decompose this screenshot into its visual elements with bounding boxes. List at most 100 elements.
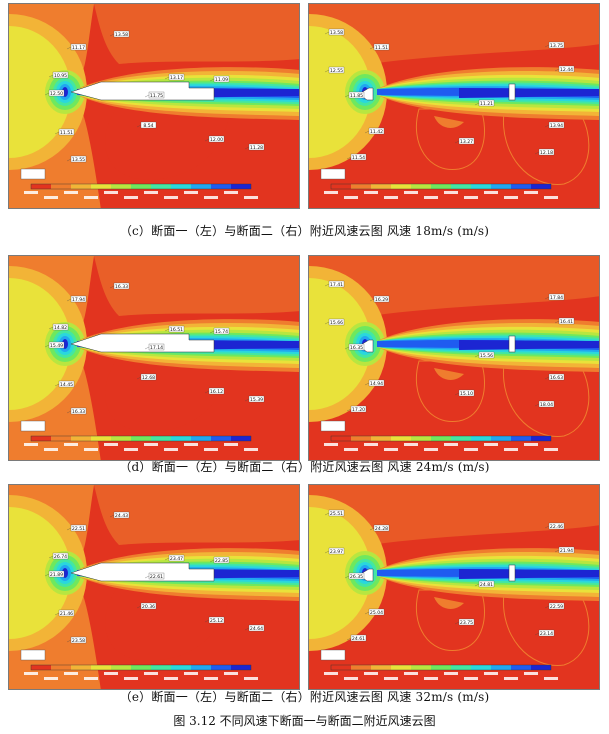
colorbar-tick <box>44 677 58 680</box>
colorbar-segment <box>151 184 171 189</box>
contour-value-tag: 13.58 <box>324 28 345 36</box>
contour-value-tag: 12.50 <box>44 89 65 97</box>
contour-value-tag: 24.81 <box>474 580 495 588</box>
colorbar-segment <box>451 436 471 441</box>
contour-value-label: 25.04 <box>370 610 383 616</box>
contour-value-label: 13.17 <box>170 75 183 81</box>
colorbar-segment <box>71 184 91 189</box>
contour-value-tag: 11.21 <box>474 99 495 107</box>
contour-value-label: 15.56 <box>480 353 493 359</box>
colorbar-segment <box>331 436 351 441</box>
colorbar-segment <box>191 665 211 670</box>
colorbar-tick <box>444 672 458 675</box>
contour-value-tag: 16.33 <box>109 282 130 290</box>
contour-value-tag: 15.49 <box>44 341 65 349</box>
colorbar-segment <box>231 665 251 670</box>
contour-value-label: 23.47 <box>170 556 183 562</box>
colorbar-tick <box>124 677 138 680</box>
wake-core <box>459 340 599 350</box>
colorbar-tick <box>144 443 158 446</box>
contour-value-tag: 14.94 <box>364 379 385 387</box>
contour-value-label: 8.54 <box>143 123 153 129</box>
colorbar-segment <box>331 184 351 189</box>
colorbar-segment <box>111 665 131 670</box>
colorbar-frame <box>330 664 552 671</box>
contour-value-tag: 11.75 <box>144 91 165 99</box>
colorbar-segment <box>71 665 91 670</box>
contour-value-label: 21.94 <box>560 548 573 554</box>
contour-value-label: 22.51 <box>72 526 85 532</box>
colorbar-tick <box>364 191 378 194</box>
lower-lobe <box>502 111 590 185</box>
contour-value-tag: 25.04 <box>364 608 385 616</box>
contour-value-label: 15.10 <box>460 391 473 397</box>
colorbar-tick <box>184 443 198 446</box>
contour-value-label: 22.85 <box>215 558 228 564</box>
contour-value-label: 11.09 <box>215 77 228 83</box>
contour-value-tag: 24.28 <box>369 524 390 532</box>
contour-value-tag: 12.68 <box>136 373 157 381</box>
colorbar-tick <box>484 191 498 194</box>
colorbar-tick <box>424 448 438 451</box>
contour-value-tag: 17.20 <box>346 405 367 413</box>
contour-value-tag: 11.54 <box>346 153 367 161</box>
colorbar-segment <box>171 184 191 189</box>
colorbar-segment <box>51 184 71 189</box>
colorbar-tick <box>344 196 358 199</box>
contour-value-tag: 21.46 <box>54 609 75 617</box>
caption-e: （e）断面一（左）与断面二（右）附近风速云图 风速 32m/s (m/s) <box>119 690 490 704</box>
contour-value-tag: 11.85 <box>344 91 365 99</box>
contour-value-label: 12.44 <box>560 67 573 73</box>
colorbar-segment <box>371 184 391 189</box>
far-field <box>94 485 299 545</box>
contour-value-label: 15.74 <box>215 329 228 335</box>
figure-title: 图 3.12 不同风速下断面一与断面二附近风速云图 <box>173 714 436 728</box>
colorbar-segment <box>331 665 351 670</box>
contour-value-label: 10.95 <box>54 73 67 79</box>
colorbar-segment <box>391 184 411 189</box>
stagnation-halo <box>9 507 71 639</box>
contour-value-tag: 20.36 <box>136 602 157 610</box>
colorbar-segment <box>431 184 451 189</box>
contour-value-label: 24.64 <box>250 626 263 632</box>
colorbar-frame <box>30 435 252 442</box>
deck-section <box>70 562 215 582</box>
colorbar-tick <box>404 443 418 446</box>
colorbar-tick <box>464 677 478 680</box>
contour-value-label: 11.75 <box>150 93 163 99</box>
contour-value-tag: 16.35 <box>344 343 365 351</box>
colorbar-segment <box>91 436 111 441</box>
colorbar-segment <box>491 184 511 189</box>
colorbar-segment <box>351 184 371 189</box>
lower-lobe <box>105 103 229 180</box>
contour-value-tag: 23.14 <box>534 629 555 637</box>
contour-value-tag: 17.14 <box>144 343 165 351</box>
colorbar-tick <box>464 196 478 199</box>
lower-lobe <box>502 592 590 666</box>
deck-section <box>70 81 215 101</box>
lower-lobe <box>105 584 229 661</box>
colorbar-tick <box>84 196 98 199</box>
contour-value-tag: 15.74 <box>209 327 230 335</box>
contour-value-tag: 17.41 <box>324 280 345 288</box>
colorbar-tick <box>104 443 118 446</box>
contour-value-label: 21.89 <box>50 572 63 578</box>
stagnation-halo <box>309 278 371 410</box>
colorbar-tick <box>384 448 398 451</box>
contour-panel-e-left: 24.43 22.51 26.74 21.89 23.47 22.85 20.36 25.12… <box>8 484 300 690</box>
stagnation-halo <box>309 26 371 158</box>
contour-value-label: 11.21 <box>480 101 493 107</box>
colorbar-tick <box>504 448 518 451</box>
colorbar-tick <box>124 196 138 199</box>
contour-value-tag: 13.75 <box>544 41 565 49</box>
colorbar-segment <box>471 436 491 441</box>
colorbar-tick <box>324 191 338 194</box>
contour-value-label: 11.17 <box>72 45 85 51</box>
contour-value-tag: 14.82 <box>48 323 69 331</box>
contour-value-label: 13.75 <box>550 43 563 49</box>
contour-value-label: 23.14 <box>540 631 553 637</box>
contour-value-tag: 21.89 <box>44 570 65 578</box>
colorbar-segment <box>171 665 191 670</box>
contour-value-tag: 16.29 <box>369 295 390 303</box>
contour-plot: 17.41 16.29 15.66 16.35 17.84 15.56 16.41 15.10… <box>309 256 599 460</box>
